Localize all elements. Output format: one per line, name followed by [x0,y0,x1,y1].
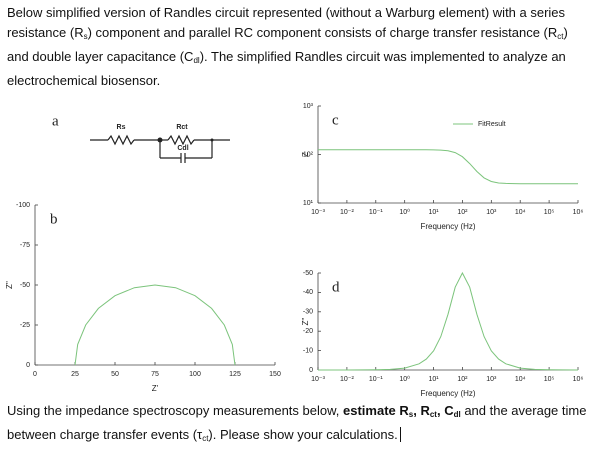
curve [318,271,579,371]
text-run: Using the impedance spectroscopy measure… [7,403,344,418]
y-tick-label: -100 [16,202,30,209]
y-tick-label: -40 [303,289,313,296]
x-axis-title: Z' [152,384,159,393]
x-tick-label: 10⁻¹ [369,376,383,383]
y-tick-label: -50 [303,270,313,277]
panel-label: b [50,211,58,227]
x-tick-label: 10⁶ [573,376,584,383]
panel-label: d [332,279,340,295]
component-label: Rct [176,124,188,131]
text-run: estimate R [343,403,409,418]
x-tick-label: 100 [189,371,201,378]
x-tick-label: 10⁰ [399,375,410,383]
text-run: s [408,410,414,419]
y-tick-label: 0 [309,367,313,374]
x-tick-label: 10⁴ [515,376,526,383]
curve [74,284,236,366]
x-tick-label: 10³ [486,376,497,383]
x-tick-label: 10⁻² [340,376,354,383]
text-run: ). The simplified Randles circuit was im… [7,49,566,88]
y-axis-title: Z'' [301,317,310,325]
x-tick-label: 10¹ [428,209,439,216]
circuit-node [157,137,163,143]
y-axis-title: Z [301,152,310,157]
y-tick-label: 10² [303,151,314,158]
text-run: s [83,32,88,41]
y-tick-label: -10 [303,347,313,354]
question-paragraph: Using the impedance spectroscopy measure… [7,401,587,449]
x-tick-label: 150 [269,371,281,378]
x-tick-label: 10⁻³ [311,376,325,383]
text-run: ct [202,434,209,443]
x-tick-label: 10⁻² [340,209,354,216]
intro-paragraph: Below simplified version of Randles circ… [7,3,587,91]
x-tick-label: 50 [111,371,119,378]
y-tick-label: -50 [20,282,30,289]
x-axis-title: Frequency (Hz) [420,222,475,231]
circuit [90,134,230,163]
text-run: ). Please show your calculations. [208,427,398,442]
y-tick-label: -25 [20,322,30,329]
circuit-node [210,138,214,142]
text-run: , C [436,403,454,418]
x-tick-label: 25 [71,371,79,378]
x-tick-label: 10⁻¹ [369,209,383,216]
text-cursor [399,427,401,442]
text-run: ) component and parallel RC component co… [87,25,558,40]
x-axis-title: Frequency (Hz) [420,389,475,398]
text-run: dl [193,56,200,65]
legend-label: FitResult [478,121,506,128]
x-tick-label: 10² [457,209,468,216]
panel-label: c [332,112,339,128]
x-tick-label: 75 [151,371,159,378]
x-tick-label: 10⁶ [573,209,584,216]
x-tick-label: 10⁵ [544,209,555,216]
text-run: dl [453,410,461,419]
x-tick-label: 10⁰ [399,208,410,216]
text-run: Below simplified version of Randles circ… [7,5,566,40]
x-tick-label: 10³ [486,209,497,216]
y-tick-label: -75 [20,242,30,249]
x-tick-label: 125 [229,371,241,378]
y-tick-label: 10¹ [303,200,314,207]
component-label: Cdl [177,145,188,152]
curve [318,149,578,185]
component-label: Rs [117,124,126,131]
x-tick-label: 0 [33,371,37,378]
y-tick-label: -20 [303,328,313,335]
y-axis-title: Z'' [5,281,14,289]
text-run: ) and double layer capacitance (C [7,25,568,64]
text-run: , R [413,403,430,418]
y-tick-label: 10³ [303,103,314,110]
y-tick-label: 0 [26,362,30,369]
x-tick-label: 10⁴ [515,209,526,216]
panel-label: a [52,113,59,129]
x-tick-label: 10¹ [428,376,439,383]
x-tick-label: 10⁻³ [311,209,325,216]
text-run: ct [557,32,564,41]
text-run: ct [429,410,437,419]
x-tick-label: 10² [457,376,468,383]
text-run: and the average time between charge tran… [7,403,587,442]
y-tick-label: -30 [303,309,313,316]
x-tick-label: 10⁵ [544,376,555,383]
